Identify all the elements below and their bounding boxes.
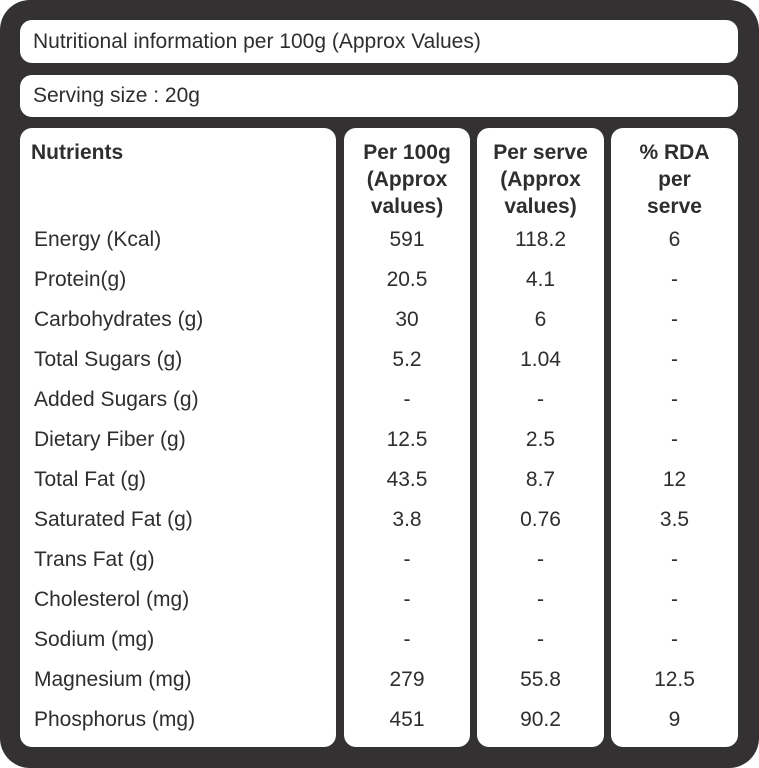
per-100g-value-cell: 3.8 — [392, 508, 422, 531]
rda-value-cell: - — [671, 548, 678, 571]
per-serve-value-cell: 0.76 — [520, 508, 561, 531]
rda-value-cell: - — [671, 268, 678, 291]
per-100g-value-cell: 5.2 — [392, 348, 422, 371]
nutrients-column: Nutrients Energy (Kcal) Protein(g) Carbohy… — [20, 128, 336, 747]
per-serve-column: Per serve (Approx values) 118.2 4.1 6 1.04 -… — [477, 128, 604, 747]
per-100g-value-cell: - — [403, 588, 411, 611]
nutrient-name-cell: Protein(g) — [34, 268, 127, 291]
nutrient-name-cell: Energy (Kcal) — [34, 228, 162, 251]
per-serve-header: Per serve (Approx values) — [493, 141, 588, 218]
rda-rows: 6 - - - - - 12 3.5 - - - 12.5 9 — [611, 220, 738, 740]
nutrient-name-cell: Cholesterol (mg) — [34, 588, 190, 611]
nutrient-name-cell: Saturated Fat (g) — [34, 508, 193, 531]
nutrient-name-cell: Dietary Fiber (g) — [34, 428, 186, 451]
per-100g-value-cell: 12.5 — [386, 428, 428, 451]
nutrient-name-cell: Phosphorus (mg) — [34, 708, 196, 731]
rda-value-cell: 12.5 — [654, 668, 695, 691]
per-100g-value-cell: - — [403, 628, 411, 651]
rda-value-cell: - — [671, 428, 678, 451]
serving-size-bar: Serving size : 20g — [20, 75, 738, 117]
per-serve-value-cell: - — [537, 588, 544, 611]
per-100g-value-cell: - — [403, 548, 411, 571]
nutrient-name-cell: Sodium (mg) — [34, 628, 155, 651]
rda-value-cell: 3.5 — [659, 508, 690, 531]
nutrients-header: Nutrients — [31, 141, 124, 164]
nutrient-name-cell: Total Fat (g) — [34, 468, 147, 491]
rda-value-cell: - — [671, 388, 678, 411]
rda-value-cell: 6 — [668, 228, 681, 251]
per-100g-value-cell: 279 — [389, 668, 425, 691]
rda-value-cell: - — [671, 628, 678, 651]
rda-value-cell: - — [671, 348, 678, 371]
per-serve-value-cell: 118.2 — [515, 228, 566, 251]
nutrients-rows: Energy (Kcal) Protein(g) Carbohydrates (g)… — [20, 220, 336, 740]
per-serve-value-cell: 2.5 — [525, 428, 556, 451]
label-title: Nutritional information per 100g (Approx… — [33, 29, 481, 53]
per-100g-value-cell: 591 — [389, 228, 425, 251]
nutrient-name-cell: Trans Fat (g) — [34, 548, 155, 571]
per-serve-value-cell: 6 — [534, 308, 547, 331]
per-serve-value-cell: 1.04 — [520, 348, 561, 371]
per-serve-rows: 118.2 4.1 6 1.04 - 2.5 8.7 0.76 - - - 55.8 90.2 — [477, 220, 604, 740]
rda-header: % RDA per serve — [639, 141, 710, 218]
nutrient-name-cell: Added Sugars (g) — [34, 388, 199, 411]
nutrient-name-cell: Carbohydrates (g) — [34, 308, 204, 331]
nutrient-name-cell: Magnesium (mg) — [34, 668, 192, 691]
per-100g-value-cell: 451 — [389, 708, 425, 731]
rda-value-cell: - — [671, 308, 678, 331]
title-bar: Nutritional information per 100g (Approx… — [20, 20, 738, 63]
per-100g-header: Per 100g (Approx values) — [363, 141, 451, 218]
per-serve-value-cell: 90.2 — [520, 708, 561, 731]
nutrient-name-cell: Total Sugars (g) — [34, 348, 183, 371]
rda-value-cell: - — [671, 588, 678, 611]
per-100g-value-cell: - — [403, 388, 411, 411]
per-serve-value-cell: - — [537, 628, 544, 651]
rda-value-cell: 9 — [668, 708, 681, 731]
per-serve-value-cell: 8.7 — [525, 468, 556, 491]
per-100g-value-cell: 20.5 — [386, 268, 428, 291]
rda-value-cell: 12 — [662, 468, 687, 491]
serving-size-text: Serving size : 20g — [33, 84, 200, 107]
per-100g-column: Per 100g (Approx values) 591 20.5 30 5.2 - 12… — [344, 128, 470, 747]
per-serve-value-cell: - — [537, 388, 544, 411]
per-100g-value-cell: 43.5 — [386, 468, 428, 491]
per-100g-rows: 591 20.5 30 5.2 - 12.5 43.5 3.8 - - - 279 451 — [344, 220, 470, 740]
per-serve-value-cell: 55.8 — [520, 668, 561, 691]
per-serve-value-cell: 4.1 — [525, 268, 556, 291]
per-serve-value-cell: - — [537, 548, 544, 571]
rda-column: % RDA per serve 6 - - - - - 12 3.5 - - - 12.5 9 — [611, 128, 738, 747]
per-100g-value-cell: 30 — [395, 308, 419, 331]
